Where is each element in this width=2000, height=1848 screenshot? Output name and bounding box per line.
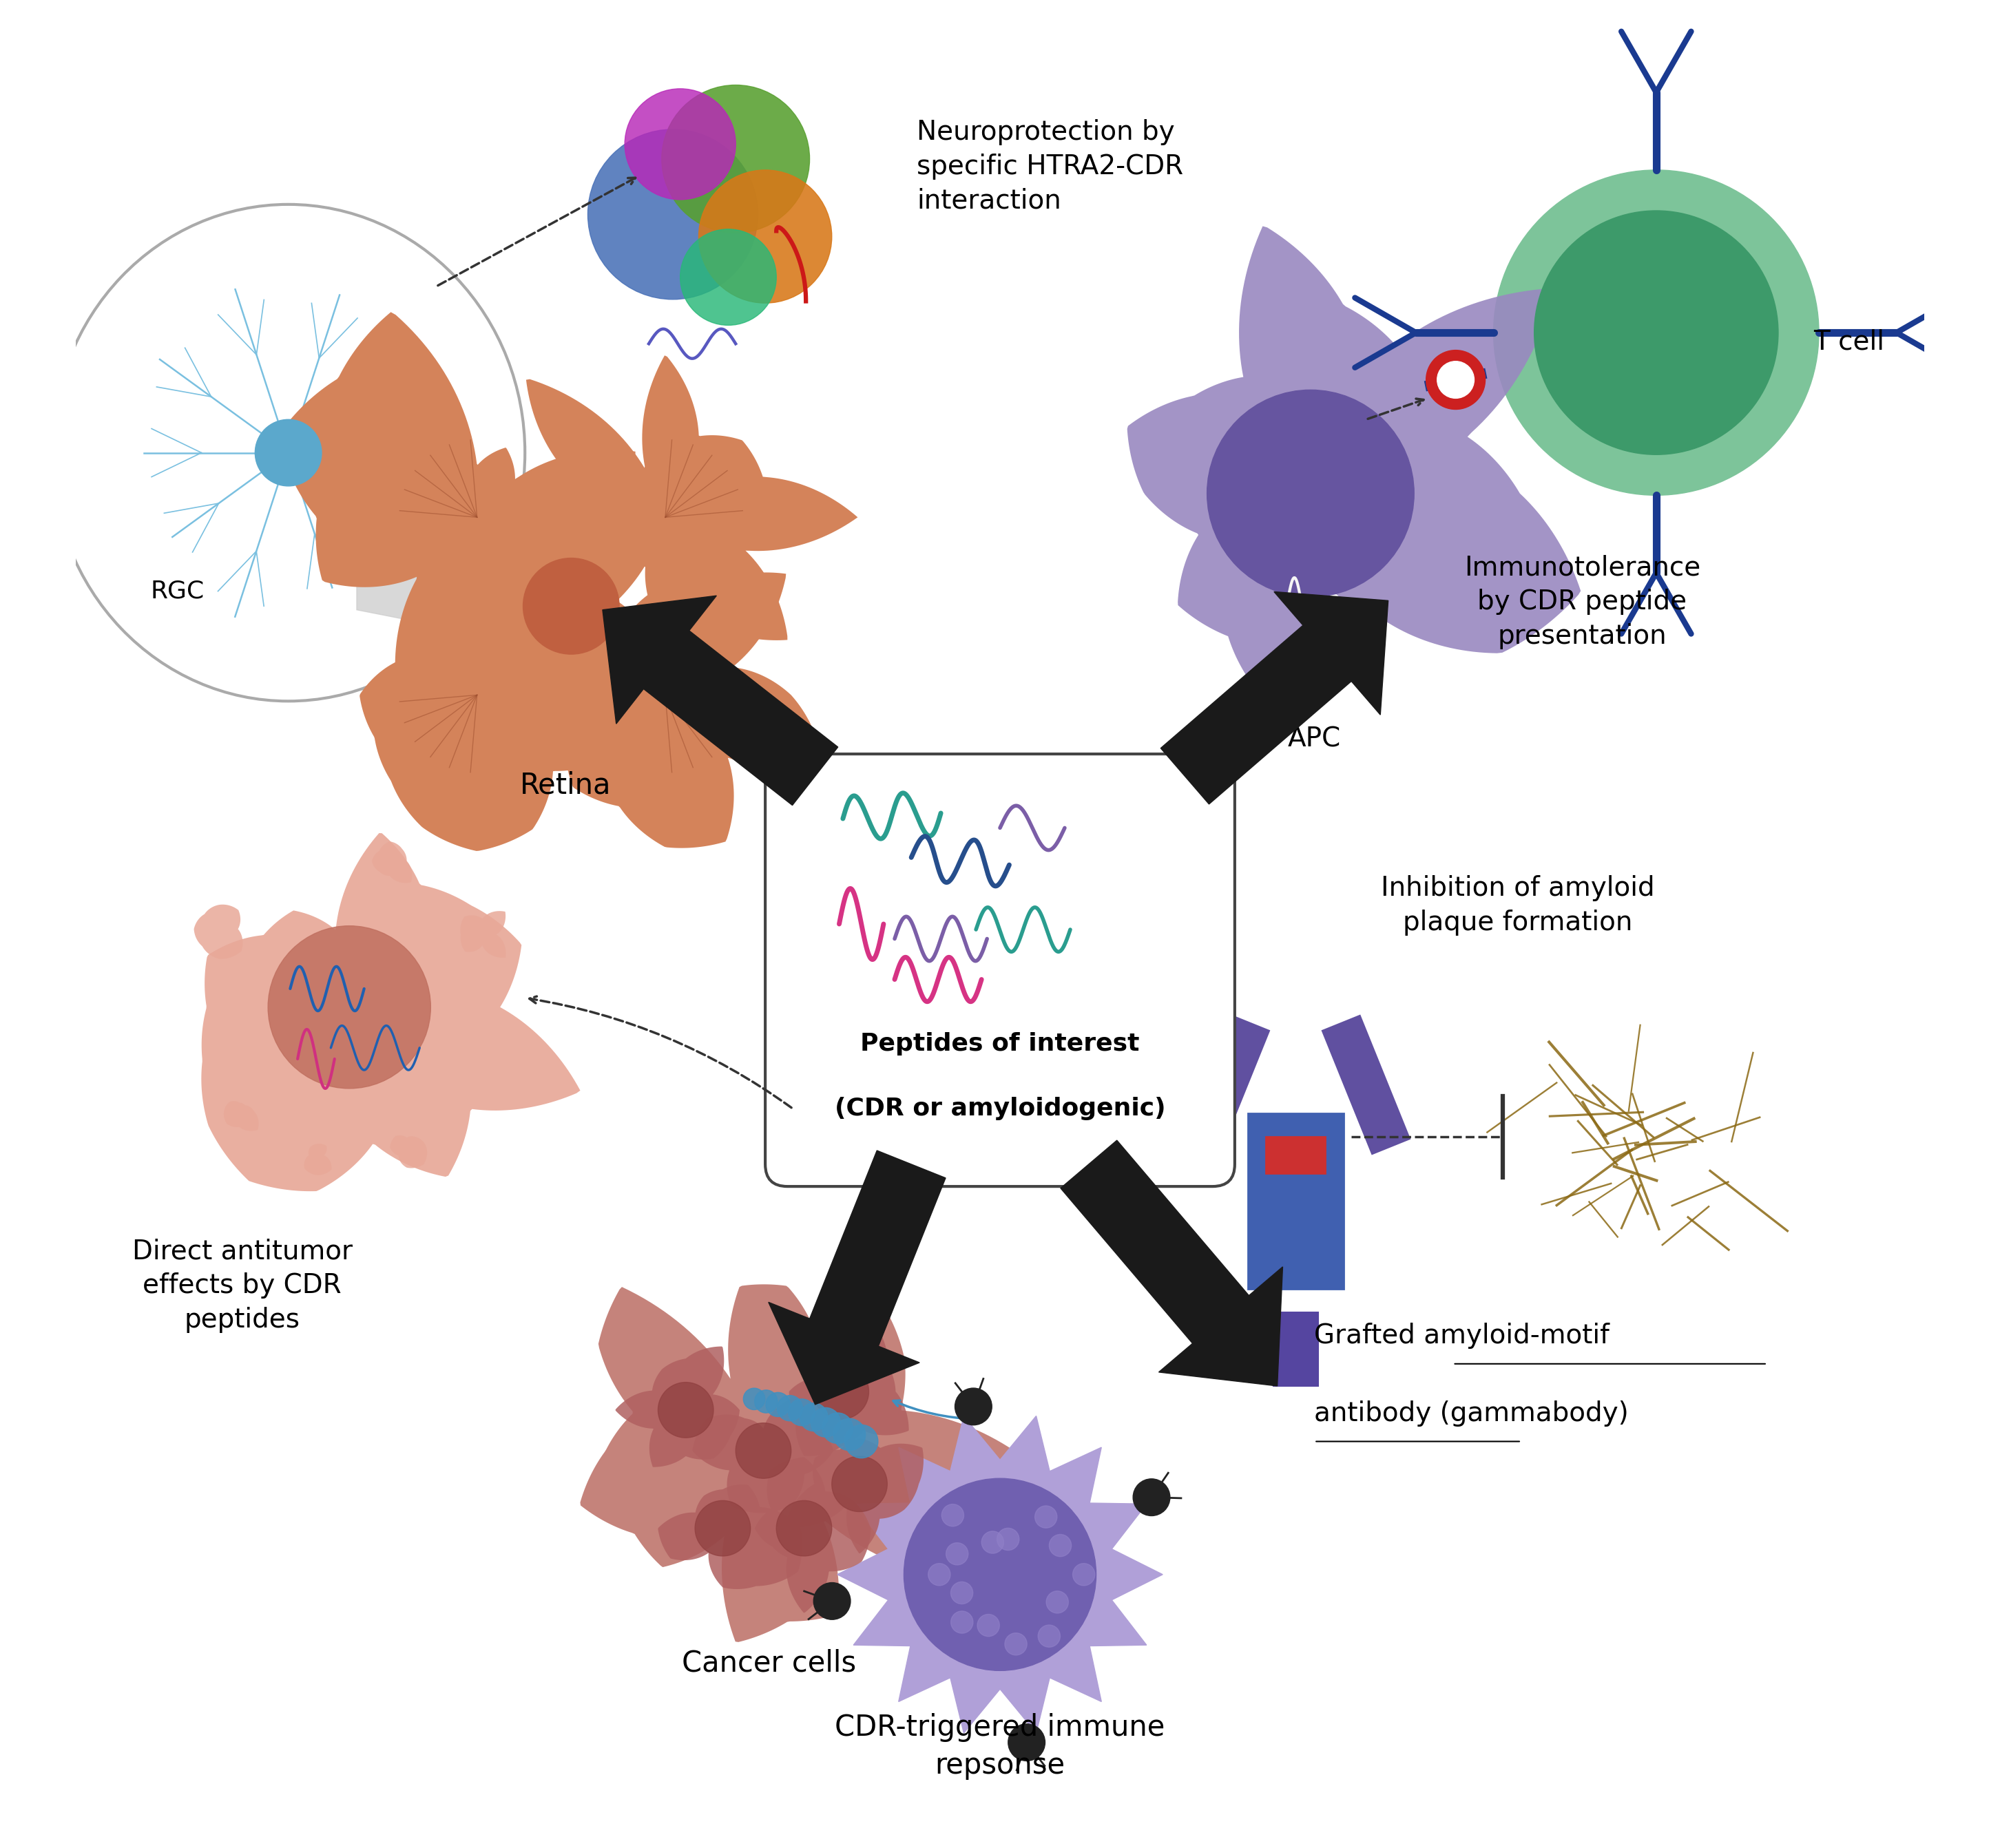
Polygon shape xyxy=(1160,625,1352,804)
Text: Inhibition of amyloid
plaque formation: Inhibition of amyloid plaque formation xyxy=(1380,876,1654,935)
Polygon shape xyxy=(580,1284,1014,1643)
Circle shape xyxy=(1426,351,1486,408)
Circle shape xyxy=(814,1582,850,1619)
Polygon shape xyxy=(1248,1112,1344,1290)
Polygon shape xyxy=(194,904,242,959)
Circle shape xyxy=(942,1504,964,1526)
Circle shape xyxy=(696,1501,750,1556)
Polygon shape xyxy=(1128,225,1580,708)
Circle shape xyxy=(744,1388,764,1410)
Polygon shape xyxy=(692,1397,834,1514)
Polygon shape xyxy=(390,1135,428,1168)
Circle shape xyxy=(1038,1624,1060,1647)
Circle shape xyxy=(844,1425,878,1458)
Circle shape xyxy=(658,1382,714,1438)
Text: Neuroprotection by
specific HTRA2-CDR
interaction: Neuroprotection by specific HTRA2-CDR in… xyxy=(916,118,1184,214)
Circle shape xyxy=(800,1403,828,1430)
Polygon shape xyxy=(768,1303,920,1404)
Circle shape xyxy=(1134,1478,1170,1515)
Text: antibody (gammabody): antibody (gammabody) xyxy=(1314,1401,1628,1427)
Circle shape xyxy=(928,1563,950,1586)
Circle shape xyxy=(736,1423,792,1478)
Polygon shape xyxy=(786,1438,924,1554)
Circle shape xyxy=(256,419,322,486)
Circle shape xyxy=(754,1390,778,1414)
Circle shape xyxy=(766,1392,790,1417)
Circle shape xyxy=(624,89,736,200)
Circle shape xyxy=(268,926,430,1088)
Circle shape xyxy=(832,1456,888,1512)
Circle shape xyxy=(776,1501,832,1556)
Polygon shape xyxy=(1158,1268,1282,1386)
Text: Retina: Retina xyxy=(520,771,612,800)
Polygon shape xyxy=(1060,1140,1248,1343)
Polygon shape xyxy=(1322,1016,1410,1153)
Text: (CDR or amyloidogenic): (CDR or amyloidogenic) xyxy=(834,1098,1166,1120)
Polygon shape xyxy=(360,558,618,850)
Polygon shape xyxy=(1182,1016,1270,1153)
Circle shape xyxy=(698,170,832,303)
Circle shape xyxy=(524,558,620,654)
Text: CDR-triggered immune
repsonse: CDR-triggered immune repsonse xyxy=(834,1713,1166,1780)
Polygon shape xyxy=(356,517,686,675)
Polygon shape xyxy=(278,312,636,704)
Circle shape xyxy=(1008,1724,1046,1761)
Polygon shape xyxy=(644,630,838,806)
Polygon shape xyxy=(602,595,716,724)
Circle shape xyxy=(814,1364,868,1419)
Circle shape xyxy=(680,229,776,325)
Polygon shape xyxy=(524,355,858,649)
Circle shape xyxy=(822,1414,852,1443)
Polygon shape xyxy=(1274,591,1388,715)
Circle shape xyxy=(1534,211,1778,455)
Circle shape xyxy=(946,1543,968,1565)
Circle shape xyxy=(904,1478,1096,1671)
Circle shape xyxy=(1438,360,1474,399)
Polygon shape xyxy=(512,573,822,848)
Circle shape xyxy=(982,1532,1004,1554)
Text: APC: APC xyxy=(1288,726,1340,752)
Circle shape xyxy=(1208,390,1414,597)
Polygon shape xyxy=(372,841,412,883)
Circle shape xyxy=(834,1419,866,1451)
Ellipse shape xyxy=(52,205,524,700)
Polygon shape xyxy=(754,1456,870,1613)
Circle shape xyxy=(778,1395,802,1421)
Polygon shape xyxy=(838,1416,1162,1733)
Polygon shape xyxy=(810,1151,946,1345)
Circle shape xyxy=(1072,1563,1094,1586)
Text: RGC: RGC xyxy=(150,580,204,602)
Polygon shape xyxy=(790,1329,908,1456)
Polygon shape xyxy=(224,1101,258,1131)
Polygon shape xyxy=(616,1347,740,1467)
Circle shape xyxy=(788,1399,816,1427)
Circle shape xyxy=(1050,1534,1072,1556)
Circle shape xyxy=(810,1408,840,1438)
Circle shape xyxy=(1004,1634,1026,1656)
Polygon shape xyxy=(460,911,506,957)
Polygon shape xyxy=(202,833,580,1192)
FancyBboxPatch shape xyxy=(766,754,1234,1186)
Circle shape xyxy=(1034,1506,1058,1528)
Text: Grafted amyloid-motif: Grafted amyloid-motif xyxy=(1314,1323,1610,1349)
Circle shape xyxy=(1494,170,1818,495)
Polygon shape xyxy=(1274,1312,1318,1386)
Circle shape xyxy=(1046,1591,1068,1613)
Circle shape xyxy=(950,1611,974,1634)
Circle shape xyxy=(978,1615,1000,1637)
Text: Direct antitumor
effects by CDR
peptides: Direct antitumor effects by CDR peptides xyxy=(132,1238,352,1332)
Circle shape xyxy=(950,1582,972,1604)
Circle shape xyxy=(588,129,758,299)
Polygon shape xyxy=(658,1484,802,1589)
Text: Peptides of interest: Peptides of interest xyxy=(860,1033,1140,1055)
Circle shape xyxy=(662,85,810,233)
Circle shape xyxy=(996,1528,1020,1550)
Text: T cell: T cell xyxy=(1814,329,1884,355)
Polygon shape xyxy=(1266,1137,1326,1173)
Circle shape xyxy=(954,1388,992,1425)
Polygon shape xyxy=(304,1144,332,1175)
Text: Cancer cells: Cancer cells xyxy=(682,1648,856,1678)
Text: Immunotolerance
by CDR peptide
presentation: Immunotolerance by CDR peptide presentat… xyxy=(1464,554,1700,649)
